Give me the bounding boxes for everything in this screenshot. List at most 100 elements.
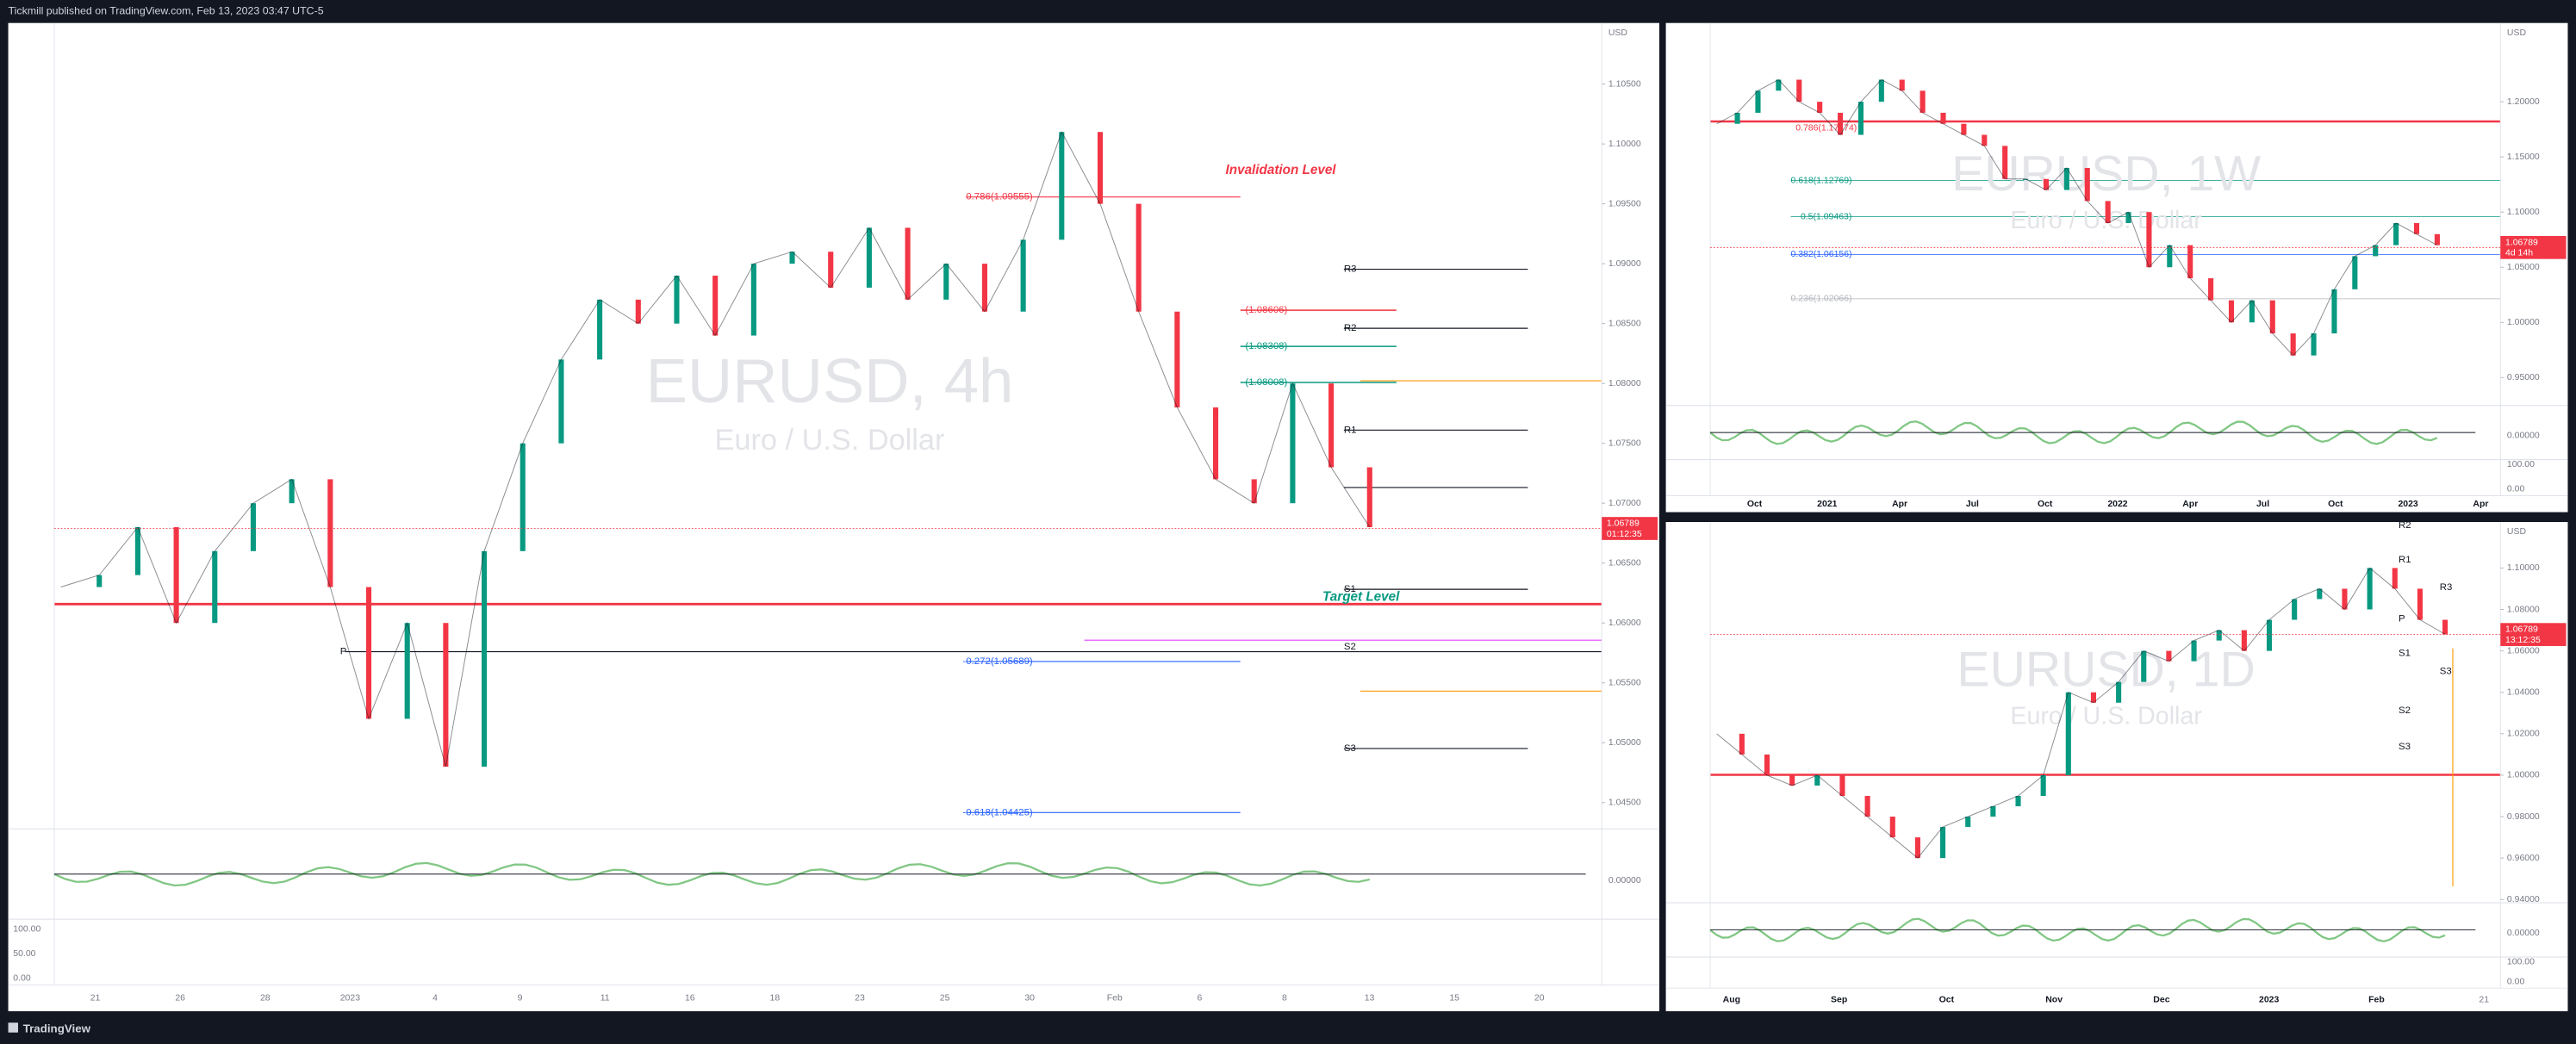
candle bbox=[2317, 588, 2323, 600]
time-label: Feb bbox=[2368, 995, 2385, 1004]
price-tick-label: 1.00000 bbox=[2507, 318, 2540, 327]
candle bbox=[2141, 650, 2147, 682]
candle bbox=[2023, 178, 2029, 180]
last-price-badge bbox=[2500, 623, 2567, 646]
candle bbox=[1789, 774, 1795, 786]
candle bbox=[1366, 467, 1372, 528]
candle bbox=[1776, 79, 1782, 91]
time-label: 8 bbox=[1282, 993, 1287, 1003]
time-label: Sep bbox=[1831, 995, 1847, 1004]
annotation: Invalidation Level bbox=[1226, 163, 1337, 177]
candle bbox=[674, 276, 680, 324]
candle bbox=[1990, 806, 1996, 817]
candle bbox=[1097, 132, 1104, 204]
time-label: 25 bbox=[940, 993, 950, 1003]
pivot-label: S1 bbox=[1344, 584, 1356, 594]
time-label: 28 bbox=[260, 993, 271, 1003]
candle bbox=[2266, 619, 2273, 651]
annotation: Target Level bbox=[1322, 590, 1400, 605]
candle bbox=[1136, 203, 1142, 312]
candle bbox=[2413, 222, 2420, 234]
price-tick-label: 1.06500 bbox=[1608, 558, 1641, 568]
pivot-label: S3 bbox=[2440, 666, 2452, 676]
countdown: 01:12:35 bbox=[1607, 530, 1642, 539]
candle bbox=[789, 252, 795, 264]
candle bbox=[1814, 774, 1820, 786]
candle bbox=[2187, 245, 2193, 279]
pivot-label: S1 bbox=[2399, 648, 2411, 658]
candle bbox=[2043, 178, 2050, 190]
candle bbox=[981, 264, 987, 312]
candle bbox=[327, 479, 333, 587]
price-tick-label: 0.94000 bbox=[2507, 895, 2540, 904]
last-price-label: 1.06789 bbox=[2505, 625, 2538, 635]
candle bbox=[482, 550, 488, 767]
candle bbox=[2002, 146, 2008, 179]
candle bbox=[1920, 90, 1926, 113]
oscillator-label: 50.00 bbox=[13, 949, 35, 959]
price-tick-label: 1.04500 bbox=[1608, 799, 1641, 808]
pivot-label: S2 bbox=[2399, 705, 2411, 716]
candle bbox=[2352, 256, 2358, 289]
candle bbox=[1940, 827, 1946, 859]
time-label: Feb bbox=[1107, 993, 1123, 1003]
price-tick-label: 0.96000 bbox=[2507, 854, 2540, 863]
oscillator-label: 0.00 bbox=[2507, 977, 2525, 986]
candle bbox=[1020, 239, 1026, 312]
candle bbox=[2241, 630, 2247, 651]
time-label: Jul bbox=[1966, 500, 1979, 509]
watermark-description: Euro / U.S. Dollar bbox=[715, 424, 945, 457]
pivot-label: S2 bbox=[1344, 642, 1356, 652]
candle bbox=[2249, 300, 2255, 323]
candle bbox=[597, 299, 603, 360]
candle bbox=[1059, 132, 1065, 240]
price-tick-label: 1.10500 bbox=[1608, 79, 1641, 89]
candle bbox=[1839, 774, 1845, 796]
panel-4h bbox=[8, 22, 1659, 1011]
time-label: Oct bbox=[1747, 500, 1763, 509]
time-label: Apr bbox=[1892, 500, 1907, 509]
candle bbox=[1755, 90, 1761, 113]
oscillator-label: 100.00 bbox=[13, 924, 40, 934]
candle bbox=[2331, 289, 2337, 334]
countdown: 4d 14h bbox=[2505, 249, 2533, 258]
fib-label: 0.618(1.12769) bbox=[1791, 176, 1852, 185]
fib-label: 0.236(1.02066) bbox=[1791, 295, 1852, 304]
candle bbox=[2292, 599, 2298, 620]
price-line bbox=[1716, 567, 2446, 859]
candle bbox=[250, 503, 257, 551]
pivot-label: P bbox=[2399, 613, 2405, 624]
time-label: Oct bbox=[2328, 500, 2343, 509]
watermark-symbol: EURUSD, 1D bbox=[1957, 642, 2255, 697]
candle bbox=[2442, 619, 2448, 635]
candle bbox=[1817, 102, 1823, 113]
time-label: 2023 bbox=[2259, 995, 2279, 1004]
oscillator-label: 0.00000 bbox=[1608, 876, 1641, 886]
time-label: 4 bbox=[432, 993, 438, 1003]
price-tick-label: 0.98000 bbox=[2507, 812, 2540, 822]
candle bbox=[1739, 733, 1745, 755]
price-tick-label: 1.07000 bbox=[1608, 499, 1641, 508]
price-tick-label: 0.95000 bbox=[2507, 373, 2540, 382]
fib-label: -0.618(1.04425) bbox=[962, 807, 1033, 817]
candle bbox=[2015, 795, 2021, 807]
time-label: 23 bbox=[855, 993, 865, 1003]
price-tick-label: 1.04000 bbox=[2507, 687, 2540, 697]
candle bbox=[828, 252, 834, 288]
time-label: 18 bbox=[770, 993, 781, 1003]
time-label: 2023 bbox=[340, 993, 360, 1003]
candle bbox=[712, 276, 719, 336]
watermark-symbol: EURUSD, 1W bbox=[1951, 146, 2261, 202]
candle bbox=[2191, 640, 2197, 662]
time-label: Dec bbox=[2153, 995, 2169, 1004]
last-price-badge bbox=[2500, 235, 2567, 259]
price-tick-label: 1.02000 bbox=[2507, 730, 2540, 739]
candle bbox=[212, 550, 218, 624]
brand: TradingView bbox=[23, 1022, 91, 1035]
time-label: 21 bbox=[90, 993, 101, 1003]
price-line bbox=[1716, 78, 2438, 357]
candle bbox=[173, 527, 179, 624]
candle bbox=[2216, 630, 2222, 641]
candle bbox=[1174, 311, 1180, 407]
